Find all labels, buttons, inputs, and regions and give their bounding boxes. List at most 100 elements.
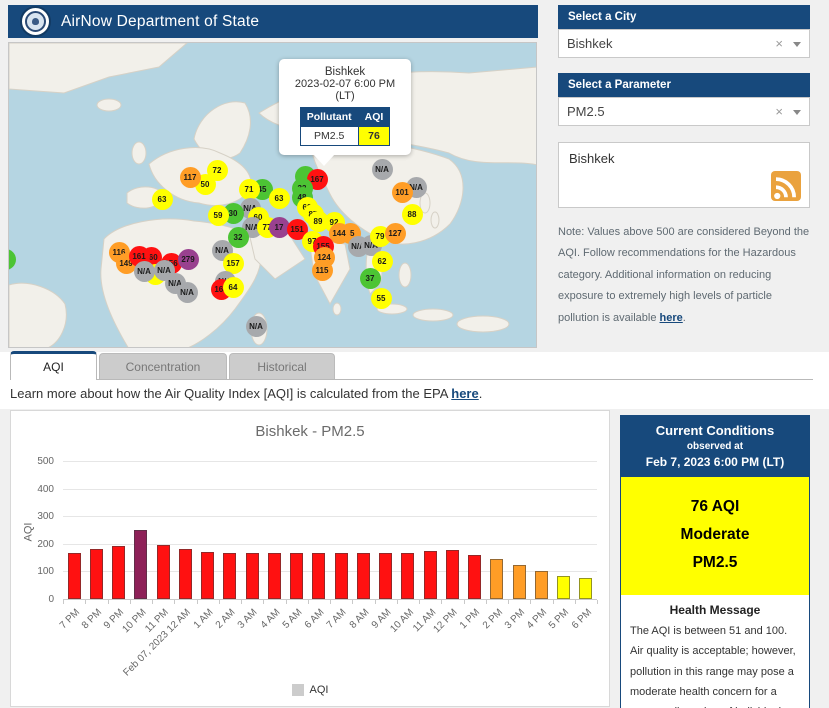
conditions-aqi-block: 76 AQI Moderate PM2.5 xyxy=(621,477,809,595)
chart-bar[interactable] xyxy=(223,553,237,599)
aqi-marker[interactable]: 117 xyxy=(179,166,201,188)
chart-bar[interactable] xyxy=(490,558,504,599)
x-axis-tick xyxy=(263,600,265,604)
parameter-select[interactable]: PM2.5 × xyxy=(558,97,810,126)
x-axis-tick-label: 2 AM xyxy=(213,607,238,631)
chevron-down-icon[interactable] xyxy=(793,109,801,115)
aqi-marker[interactable]: N/A xyxy=(176,281,198,303)
x-axis-tick xyxy=(63,600,64,604)
note-text: Note: Values above 500 are considered Be… xyxy=(558,222,810,329)
parameter-select-value: PM2.5 xyxy=(567,104,605,119)
chart-bar[interactable] xyxy=(356,552,370,599)
chart-bar[interactable] xyxy=(267,553,281,599)
rss-city-box: Bishkek xyxy=(558,142,810,208)
chart-bar[interactable] xyxy=(156,544,170,599)
aqi-marker[interactable]: 127 xyxy=(384,222,406,244)
chart-gridline xyxy=(63,571,597,573)
tab-concentration[interactable]: Concentration xyxy=(99,353,227,379)
aqi-marker[interactable]: 89 xyxy=(307,210,329,232)
aqi-marker[interactable]: 62 xyxy=(371,250,393,272)
aqi-marker[interactable]: 55 xyxy=(370,287,392,309)
chart-bar[interactable] xyxy=(445,549,459,599)
chart-bar[interactable] xyxy=(312,552,326,599)
aqi-marker[interactable]: N/A xyxy=(245,315,267,337)
chart-bar[interactable] xyxy=(379,553,393,599)
x-axis-tick-label: 7 AM xyxy=(325,607,349,631)
chart-bar[interactable] xyxy=(534,571,548,599)
chart-bar[interactable] xyxy=(334,552,348,599)
rss-icon[interactable] xyxy=(771,171,801,201)
chart-bar[interactable] xyxy=(112,545,126,599)
aqi-marker[interactable]: 157 xyxy=(222,252,244,274)
x-axis-tick-label: 6 AM xyxy=(302,607,327,631)
aqi-marker[interactable]: 63 xyxy=(268,187,290,209)
x-axis-tick-label: 1 PM xyxy=(458,607,483,632)
aqi-marker[interactable]: 101 xyxy=(391,181,413,203)
world-aqi-map[interactable]: 501177263457163N/A305960N/A771732N/A1575… xyxy=(8,42,537,348)
legend-swatch xyxy=(291,684,304,696)
aqi-marker[interactable]: 115 xyxy=(311,259,333,281)
clear-icon[interactable]: × xyxy=(775,104,783,119)
aqi-marker[interactable]: 144 xyxy=(328,222,350,244)
x-axis-tick xyxy=(85,600,87,604)
chart-bar[interactable] xyxy=(290,552,304,599)
app-header: AirNow Department of State xyxy=(8,5,538,38)
learn-more-suffix: . xyxy=(478,386,483,401)
aqi-marker[interactable]: 37 xyxy=(359,267,381,289)
aqi-marker[interactable]: 279 xyxy=(177,248,199,270)
x-axis-tick-label: 4 PM xyxy=(524,607,550,632)
popup-datetime: 2023-02-07 6:00 PM xyxy=(294,78,396,90)
aqi-marker[interactable]: 88 xyxy=(401,203,423,225)
chart-bar[interactable] xyxy=(423,550,437,599)
chart-bar[interactable] xyxy=(468,554,482,599)
popup-col-aqi: AQI xyxy=(357,107,391,127)
x-axis-tick-label: 10 AM xyxy=(387,607,416,635)
y-axis-tick-label: 0 xyxy=(48,594,54,605)
x-axis-tick xyxy=(552,600,554,604)
chart-legend[interactable]: AQI xyxy=(11,684,609,696)
y-axis-tick-label: 200 xyxy=(37,538,54,550)
popup-pollutant-value: PM2.5 xyxy=(299,126,359,146)
chart-bar[interactable] xyxy=(579,578,593,599)
aqi-marker[interactable]: 63 xyxy=(151,188,173,210)
popup-city: Bishkek xyxy=(324,66,366,78)
aqi-marker[interactable]: 32 xyxy=(227,226,249,248)
tab-historical[interactable]: Historical xyxy=(229,353,335,379)
aqi-marker[interactable]: 64 xyxy=(222,276,244,298)
aqi-marker[interactable]: 17 xyxy=(268,216,290,238)
x-axis-tick-label: 8 PM xyxy=(79,607,105,632)
chart-bar[interactable] xyxy=(201,551,215,599)
chevron-down-icon[interactable] xyxy=(793,41,801,47)
note-prefix: Note: Values above 500 are considered Be… xyxy=(558,226,810,324)
x-axis-tick xyxy=(463,600,465,604)
health-message-text: The AQI is between 51 and 100. Air quali… xyxy=(630,625,796,708)
x-axis-tick-label: 5 AM xyxy=(280,607,305,631)
note-here-link[interactable]: here xyxy=(659,311,683,324)
chart-bar[interactable] xyxy=(178,548,192,599)
conditions-datetime: Feb 7, 2023 6:00 PM (LT) xyxy=(645,455,785,469)
chart-bar[interactable] xyxy=(401,552,415,599)
aqi-marker[interactable]: 59 xyxy=(207,204,229,226)
aqi-marker[interactable]: 71 xyxy=(238,178,260,200)
aqi-marker[interactable]: N/A xyxy=(371,158,393,180)
tab-aqi[interactable]: AQI xyxy=(10,351,97,380)
popup-col-pollutant: Pollutant xyxy=(299,107,359,127)
clear-icon[interactable]: × xyxy=(775,36,783,51)
chart-bar[interactable] xyxy=(134,530,148,599)
chart-bar[interactable] xyxy=(245,553,259,599)
learn-more-here-link[interactable]: here xyxy=(451,386,479,401)
aqi-marker[interactable]: 5 xyxy=(9,248,16,270)
x-axis-tick-label: 10 PM xyxy=(120,607,149,636)
city-select[interactable]: Bishkek × xyxy=(558,29,810,58)
aqi-marker[interactable]: 151 xyxy=(286,218,308,240)
aqi-marker[interactable]: N/A xyxy=(133,260,155,282)
x-axis-tick-label: 3 AM xyxy=(236,607,260,631)
aqi-marker[interactable]: 72 xyxy=(206,159,228,181)
chart-bar[interactable] xyxy=(557,576,571,599)
y-axis-tick-label: 400 xyxy=(37,483,54,495)
chart-bar[interactable] xyxy=(67,552,81,599)
chart-bar[interactable] xyxy=(89,548,103,599)
x-axis-tick xyxy=(307,600,309,604)
x-axis-tick xyxy=(330,600,331,604)
chart-bar[interactable] xyxy=(512,565,526,599)
